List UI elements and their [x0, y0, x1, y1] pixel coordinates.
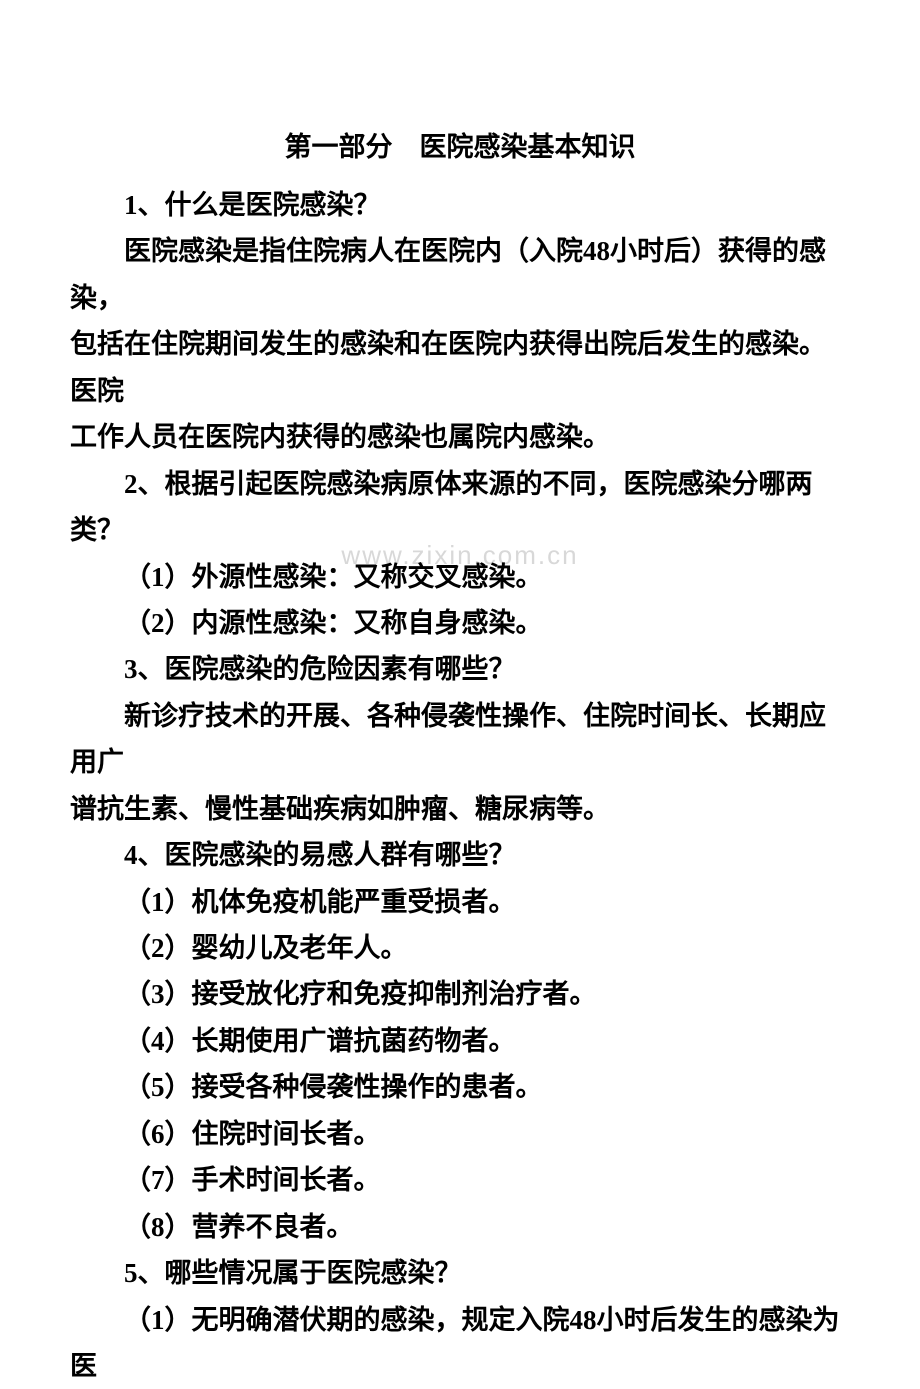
text-line: （7）手术时间长者。: [70, 1157, 850, 1203]
document-title: 第一部分 医院感染基本知识: [70, 125, 850, 164]
text-line: （3）接受放化疗和免疫抑制剂治疗者。: [70, 971, 850, 1017]
text-line: 工作人员在医院内获得的感染也属院内感染。: [70, 414, 850, 460]
text-line: （1）无明确潜伏期的感染，规定入院48小时后发生的感染为医: [70, 1297, 850, 1389]
text-line: （2）婴幼儿及老年人。: [70, 925, 850, 971]
text-line: 包括在住院期间发生的感染和在医院内获得出院后发生的感染。医院: [70, 321, 850, 414]
text-line: （4）长期使用广谱抗菌药物者。: [70, 1018, 850, 1064]
text-line: （1）机体免疫机能严重受损者。: [70, 879, 850, 925]
text-line: （5）接受各种侵袭性操作的患者。: [70, 1064, 850, 1110]
lines-container: 1、什么是医院感染？医院感染是指住院病人在医院内（入院48小时后）获得的感染，包…: [70, 182, 850, 1389]
text-line: 新诊疗技术的开展、各种侵袭性操作、住院时间长、长期应用广: [70, 693, 850, 786]
text-line: （6）住院时间长者。: [70, 1111, 850, 1157]
text-line: 医院感染是指住院病人在医院内（入院48小时后）获得的感染，: [70, 228, 850, 321]
text-line: （8）营养不良者。: [70, 1204, 850, 1250]
text-line: 5、哪些情况属于医院感染？: [70, 1250, 850, 1296]
text-line: （1）外源性感染：又称交叉感染。: [70, 554, 850, 600]
text-line: 2、根据引起医院感染病原体来源的不同，医院感染分哪两类？: [70, 461, 850, 554]
text-line: 3、医院感染的危险因素有哪些？: [70, 646, 850, 692]
text-line: 4、医院感染的易感人群有哪些？: [70, 832, 850, 878]
text-line: 1、什么是医院感染？: [70, 182, 850, 228]
text-line: （2）内源性感染：又称自身感染。: [70, 600, 850, 646]
text-line: 谱抗生素、慢性基础疾病如肿瘤、糖尿病等。: [70, 786, 850, 832]
document-content: 第一部分 医院感染基本知识 1、什么是医院感染？医院感染是指住院病人在医院内（入…: [70, 125, 850, 1389]
